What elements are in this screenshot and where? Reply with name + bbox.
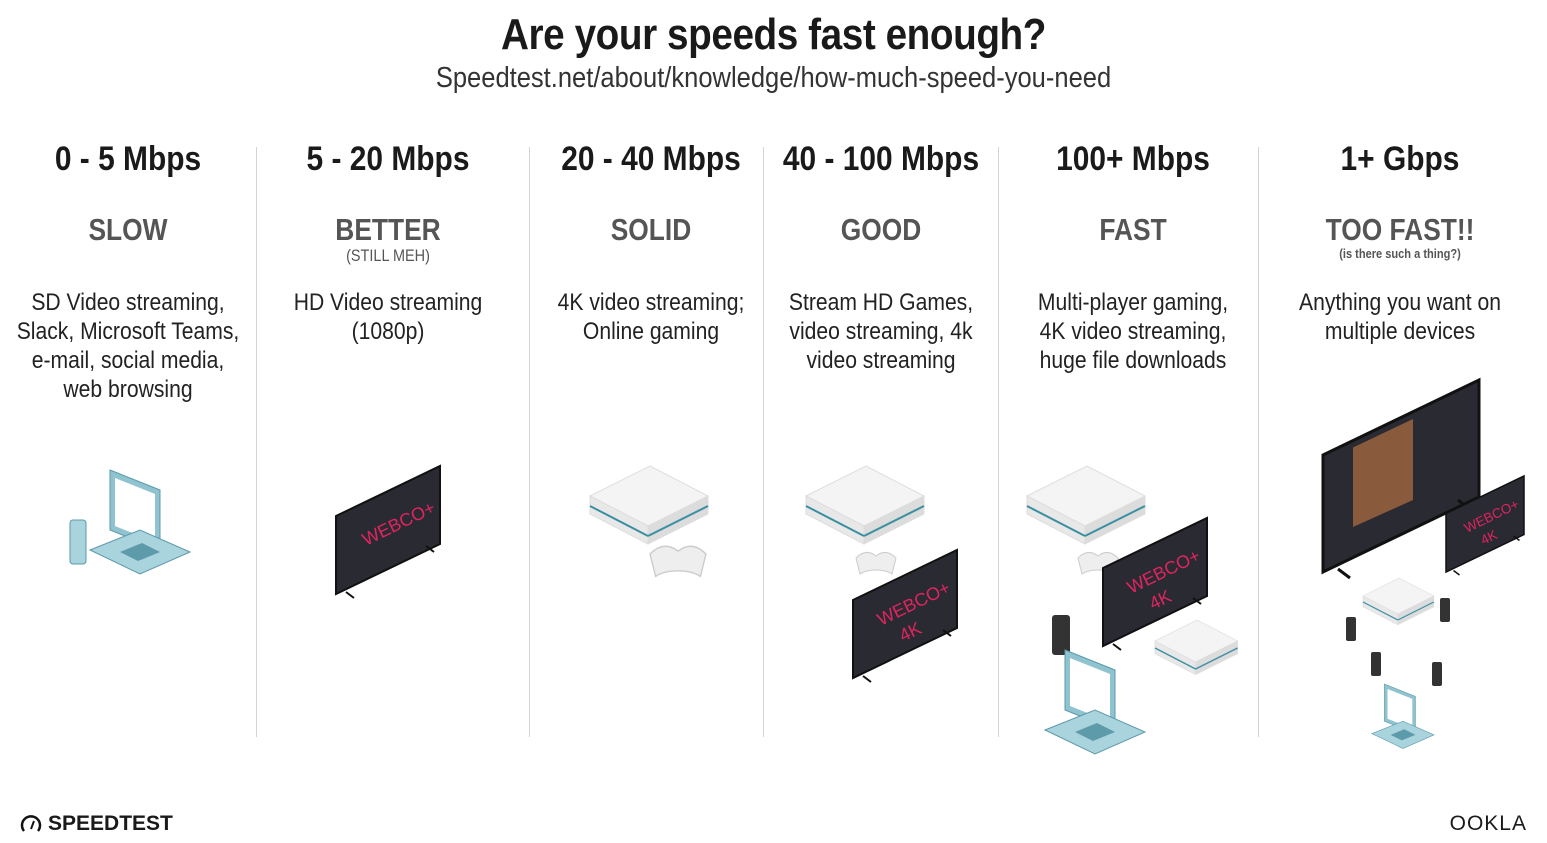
- console-icon: [1362, 577, 1435, 626]
- phone-icon: [1052, 615, 1070, 655]
- speed-description: Multi-player gaming, 4K video streaming,…: [1037, 289, 1229, 374]
- gamepad-icon: [649, 545, 707, 578]
- speed-range: 1+ Gbps: [1340, 140, 1460, 178]
- speed-rating: FAST: [1099, 212, 1167, 247]
- speedometer-icon: [20, 815, 42, 832]
- laptop-icon: [89, 469, 191, 575]
- page-subtitle: Speedtest.net/about/knowledge/how-much-s…: [435, 62, 1112, 94]
- tv-4k-text: 4K: [1478, 527, 1499, 548]
- page-title: Are your speeds fast enough?: [501, 10, 1046, 59]
- column-slow: 0 - 5 Mbps SLOW SD Video streaming, Slac…: [0, 140, 256, 404]
- speedtest-logo: SPEEDTEST: [20, 812, 173, 836]
- laptop-icon: [1371, 683, 1435, 749]
- tv-icon: WEBCO+: [335, 465, 441, 599]
- big-tv-icon: [1321, 378, 1481, 580]
- speed-range: 100+ Mbps: [1056, 140, 1210, 178]
- tv-icon: WEBCO+ 4K: [1102, 517, 1208, 651]
- speed-range: 40 - 100 Mbps: [782, 140, 980, 178]
- phone-icon: [1432, 662, 1442, 686]
- column-too-fast: 1+ Gbps TOO FAST!! (is there such a thin…: [1270, 140, 1530, 346]
- column-fast: 100+ Mbps FAST Multi-player gaming, 4K v…: [1008, 140, 1258, 375]
- speed-range: 5 - 20 Mbps: [306, 140, 470, 178]
- phone-icon: [1440, 598, 1450, 622]
- speed-description: Stream HD Games, video streaming, 4k vid…: [788, 289, 974, 374]
- speed-rating: GOOD: [840, 212, 922, 247]
- rating-note: (STILL MEH): [346, 246, 430, 265]
- rating-note: (is there such a thing?): [1339, 246, 1461, 261]
- column-divider: [998, 147, 999, 737]
- speed-description: 4K video streaming; Online gaming: [557, 289, 745, 345]
- speed-rating: SOLID: [610, 212, 692, 247]
- gamepad-icon: [855, 551, 897, 575]
- column-divider: [256, 147, 257, 737]
- speed-rating: TOO FAST!!: [1325, 212, 1475, 247]
- tv-icon: WEBCO+ 4K: [1445, 475, 1525, 576]
- column-good: 40 - 100 Mbps GOOD Stream HD Games, vide…: [766, 140, 996, 375]
- speed-rating: BETTER: [335, 212, 441, 247]
- column-solid: 20 - 40 Mbps SOLID 4K video streaming; O…: [540, 140, 762, 346]
- tv-icon: WEBCO+ 4K: [852, 549, 958, 683]
- column-divider: [763, 147, 764, 737]
- ookla-logo: OOKLA: [1449, 812, 1527, 835]
- phone-icon: [1371, 652, 1381, 676]
- column-divider: [529, 147, 530, 737]
- speed-description: SD Video streaming, Slack, Microsoft Tea…: [16, 289, 240, 403]
- speed-range: 0 - 5 Mbps: [54, 140, 202, 178]
- column-better: 5 - 20 Mbps BETTER (STILL MEH) HD Video …: [266, 140, 510, 346]
- speed-rating: SLOW: [88, 212, 168, 247]
- speed-description: Anything you want on multiple devices: [1299, 289, 1501, 345]
- phone-icon: [69, 519, 87, 565]
- speed-description: HD Video streaming (1080p): [293, 289, 483, 345]
- console-icon: [805, 465, 925, 545]
- console-icon: [589, 465, 709, 545]
- console-icon: [1026, 465, 1146, 545]
- phone-icon: [1346, 617, 1356, 641]
- speed-range: 20 - 40 Mbps: [561, 140, 741, 178]
- column-divider: [1258, 147, 1259, 737]
- laptop-icon: [1044, 649, 1146, 755]
- speedtest-logo-text: SPEEDTEST: [48, 812, 173, 835]
- console-icon: [1154, 619, 1239, 676]
